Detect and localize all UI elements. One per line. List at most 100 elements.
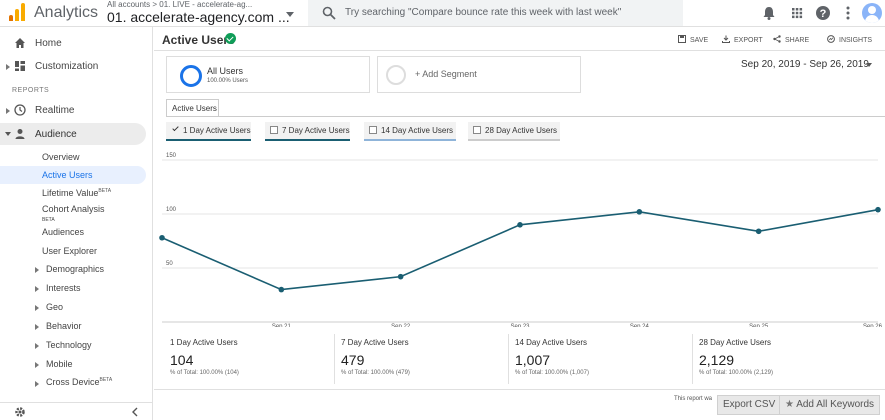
checkbox[interactable]: [473, 126, 481, 134]
sidebar-item-label: Audience: [35, 129, 77, 140]
sidebar-item-lifetime-value[interactable]: Lifetime ValueBETA: [42, 188, 112, 198]
x-tick-label: Sep 21: [272, 324, 292, 327]
beta-badge: BETA: [99, 377, 113, 383]
add-segment-button[interactable]: + Add Segment: [377, 56, 581, 93]
toggle-label: 7 Day Active Users: [282, 126, 350, 135]
metric-label: 7 Day Active Users: [341, 338, 409, 347]
sidebar-item-behavior[interactable]: Behavior: [46, 321, 82, 331]
x-tick-label: Sep 25: [749, 324, 769, 327]
segment-all-users[interactable]: All Users 100.00% Users: [166, 56, 370, 93]
share-icon: [773, 35, 781, 43]
sidebar-item-active-users[interactable]: Active Users: [42, 170, 93, 180]
gear-icon[interactable]: [14, 406, 26, 418]
sidebar-item-audience[interactable]: Audience: [0, 123, 146, 145]
metric-value: 479: [341, 352, 365, 368]
chevron-down-icon[interactable]: [866, 63, 872, 67]
toggle-label: 1 Day Active Users: [183, 126, 251, 135]
toggle-1-day-active-users[interactable]: 1 Day Active Users: [166, 122, 251, 141]
export-button[interactable]: EXPORT: [722, 35, 763, 44]
sidebar-item-mobile[interactable]: Mobile: [46, 359, 73, 369]
share-button[interactable]: SHARE: [773, 35, 809, 44]
help-icon[interactable]: ?: [815, 5, 831, 21]
apps-grid-icon[interactable]: [789, 5, 805, 21]
collapse-sidebar-icon[interactable]: [131, 407, 139, 417]
expand-arrow-icon: [6, 108, 10, 114]
check-icon: [172, 124, 179, 132]
sidebar-item-customization[interactable]: Customization: [0, 57, 153, 77]
series-line: [161, 208, 879, 291]
sidebar-item-cohort-analysis[interactable]: Cohort Analysis BETA: [42, 204, 105, 224]
data-point: [397, 273, 404, 280]
sidebar-item-home[interactable]: Home: [0, 34, 153, 54]
metric-value: 2,129: [699, 352, 735, 368]
main-content: Active Users SAVE EXPORT SHARE INSIGHTS …: [154, 27, 885, 420]
app-title[interactable]: Analytics: [34, 4, 99, 21]
avatar[interactable]: [862, 3, 882, 23]
sidebar-item-realtime[interactable]: Realtime: [0, 101, 153, 121]
active-item-highlight: [0, 166, 146, 184]
checkbox[interactable]: [369, 126, 377, 134]
checkbox[interactable]: [270, 126, 278, 134]
metric-total: % of Total: 100.00% (104): [170, 370, 239, 376]
sidebar-item-technology[interactable]: Technology: [46, 340, 92, 350]
sidebar-item-user-explorer[interactable]: User Explorer: [42, 246, 98, 256]
expand-arrow-icon: [35, 381, 39, 387]
sidebar-item-cross-device[interactable]: Cross DeviceBETA: [46, 377, 113, 387]
account-breadcrumb[interactable]: All accounts > 01. LIVE - accelerate-ag.…: [107, 0, 253, 9]
search-icon: [322, 6, 336, 20]
add-all-keywords-button[interactable]: ★ Add All Keywords: [779, 395, 881, 415]
metric-divider: [334, 334, 335, 384]
metric-total: % of Total: 100.00% (479): [341, 370, 410, 376]
account-selector[interactable]: 01. accelerate-agency.com ...: [107, 9, 290, 25]
metric-total: % of Total: 100.00% (1,007): [515, 370, 589, 376]
title-divider: [154, 50, 885, 51]
series-color-bar: [265, 139, 350, 141]
metric-divider: [692, 334, 693, 384]
insights-button[interactable]: INSIGHTS: [827, 35, 872, 44]
segment-ring-icon: [386, 65, 406, 85]
toggle-7-day-active-users[interactable]: 7 Day Active Users: [265, 122, 350, 141]
search-input[interactable]: Try searching "Compare bounce rate this …: [345, 7, 622, 18]
search-bar[interactable]: Try searching "Compare bounce rate this …: [308, 0, 683, 26]
chevron-down-icon[interactable]: [286, 12, 294, 17]
metric-total: % of Total: 100.00% (2,129): [699, 370, 773, 376]
sidebar-item-label: Home: [35, 38, 62, 49]
add-segment-label: + Add Segment: [415, 69, 477, 79]
data-point: [636, 209, 643, 215]
y-tick-label: 100: [166, 207, 177, 213]
toggle-28-day-active-users[interactable]: 28 Day Active Users: [468, 122, 560, 141]
series-color-bar: [364, 139, 456, 141]
series-color-bar: [166, 139, 251, 141]
sidebar-item-geo[interactable]: Geo: [46, 302, 64, 312]
dashboard-icon: [15, 61, 25, 71]
sidebar-item-demographics[interactable]: Demographics: [46, 264, 105, 274]
download-icon: [722, 35, 730, 43]
expand-arrow-icon: [35, 362, 39, 368]
more-vert-icon[interactable]: [840, 5, 856, 21]
bell-icon[interactable]: [761, 5, 777, 21]
x-tick-label: Sep 23: [510, 324, 530, 327]
data-point: [517, 222, 523, 228]
star-icon: ★: [785, 399, 794, 410]
sidebar-footer: [0, 402, 153, 420]
tab-active-users[interactable]: Active Users: [166, 99, 219, 117]
analytics-logo-icon[interactable]: [9, 3, 25, 21]
expand-arrow-icon: [35, 267, 39, 273]
sidebar-item-audiences[interactable]: Audiences: [42, 227, 85, 237]
toggle-14-day-active-users[interactable]: 14 Day Active Users: [364, 122, 456, 141]
sidebar-item-interests[interactable]: Interests: [46, 283, 81, 293]
sidebar-item-label: Realtime: [35, 105, 75, 116]
expand-arrow-icon: [35, 305, 39, 311]
person-icon: [15, 129, 25, 139]
sidebar-item-label: Customization: [35, 61, 99, 72]
metric-value: 104: [170, 352, 194, 368]
save-button[interactable]: SAVE: [678, 35, 708, 44]
toggle-label: 28 Day Active Users: [485, 126, 558, 135]
export-csv-button[interactable]: Export CSV: [717, 395, 782, 415]
x-tick-label: Sep 24: [630, 324, 650, 327]
date-range-picker[interactable]: Sep 20, 2019 - Sep 26, 2019: [741, 59, 869, 70]
active-users-line-chart: 50 100 150 Sep 21 Sep 22 Sep 23 Sep 24 Sep 25 Se…: [159, 153, 883, 327]
beta-badge: BETA: [98, 188, 112, 194]
sidebar-item-overview[interactable]: Overview: [42, 152, 80, 162]
verified-check-icon: [225, 33, 236, 44]
